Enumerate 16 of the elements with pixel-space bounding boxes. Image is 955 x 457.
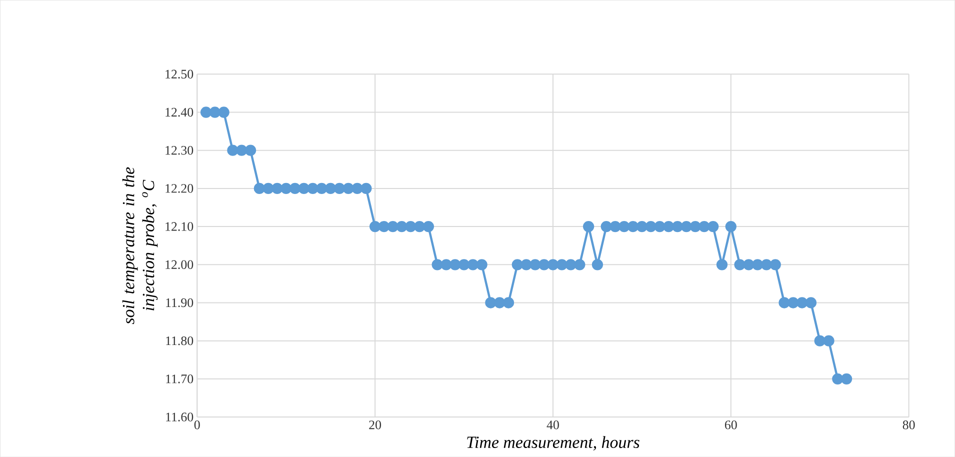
y-tick-label: 12.00: [166, 260, 194, 269]
x-tick-label: 20: [369, 420, 382, 430]
y-tick-label: 12.20: [166, 184, 194, 193]
x-tick-label: 0: [194, 420, 200, 430]
x-tick-label: 80: [902, 420, 915, 430]
y-tick-label: 12.10: [166, 222, 194, 231]
x-tick-label: 60: [724, 420, 737, 430]
y-tick-label: 11.60: [166, 412, 194, 422]
y-tick-label: 11.90: [166, 298, 194, 308]
y-tick-label: 11.80: [166, 336, 194, 346]
x-axis-title: Time measurement, hours: [467, 436, 640, 450]
x-tick-label: 40: [546, 420, 559, 430]
y-tick-label: 11.70: [166, 374, 194, 384]
y-tick-label: 12.30: [166, 146, 194, 155]
y-tick-label: 12.50: [166, 70, 194, 78]
y-tick-label: 12.40: [166, 108, 194, 117]
